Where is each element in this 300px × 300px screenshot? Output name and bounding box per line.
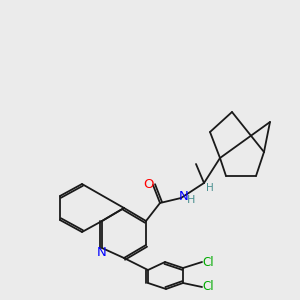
Text: Cl: Cl <box>202 256 214 268</box>
Text: N: N <box>97 247 107 260</box>
Text: H: H <box>187 195 195 205</box>
Text: H: H <box>206 183 214 193</box>
Text: Cl: Cl <box>202 280 214 293</box>
Text: N: N <box>179 190 189 202</box>
Text: O: O <box>143 178 153 191</box>
